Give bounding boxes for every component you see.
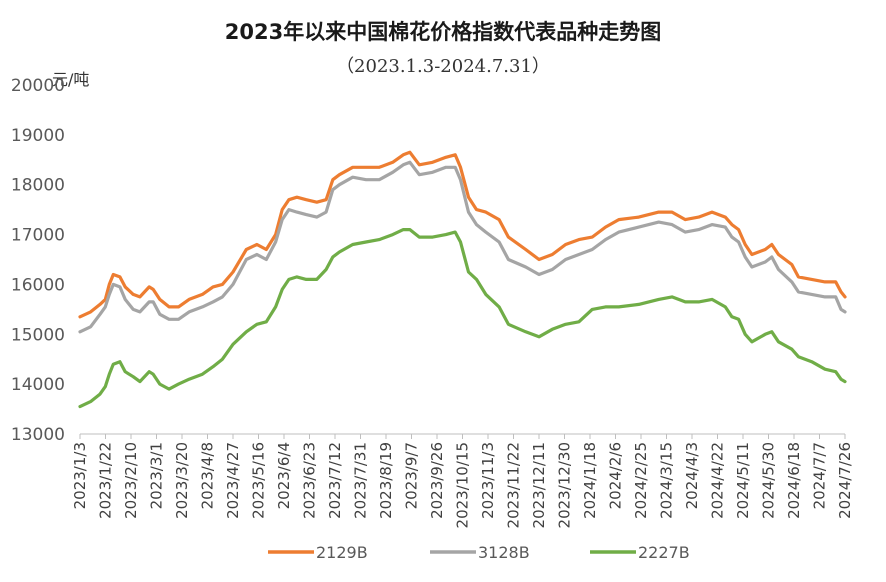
- x-tick-label: 2023/4/27: [224, 442, 242, 519]
- x-tick-label: 2023/6/4: [275, 442, 293, 509]
- x-tick-label: 2023/4/8: [199, 442, 217, 509]
- series-lines: [78, 150, 847, 409]
- x-tick-label: 2024/1/18: [581, 442, 599, 519]
- x-tick-label: 2023/1/3: [71, 442, 89, 509]
- y-tick-label: 14000: [11, 375, 65, 395]
- legend-label-2227B: 2227B: [638, 543, 690, 562]
- x-tick-label: 2023/6/23: [301, 442, 319, 519]
- series-line-2227B: [78, 228, 847, 409]
- y-axis-ticks: 13000 14000 15000 16000 17000 18000 19000 20000: [11, 76, 65, 445]
- y-tick-label: 17000: [11, 226, 65, 246]
- x-tick-label: 2023/1/22: [97, 442, 115, 519]
- x-tick-label: 2023/3/20: [173, 442, 191, 519]
- x-tick-label: 2023/10/15: [454, 442, 472, 528]
- x-tick-label: 2024/4/22: [709, 442, 727, 519]
- x-tick-label: 2024/2/25: [632, 442, 650, 519]
- x-tick-label: 2023/7/12: [326, 442, 344, 519]
- x-tick-label: 2023/11/22: [505, 442, 523, 528]
- y-tick-label: 19000: [11, 126, 65, 146]
- x-tick-label: 2023/8/19: [377, 442, 395, 519]
- chart-subtitle: （2023.1.3-2024.7.31）: [336, 56, 550, 77]
- x-tick-label: 2024/5/11: [734, 442, 752, 519]
- x-tick-label: 2024/7/7: [811, 442, 829, 509]
- y-axis-unit-label: 元/吨: [52, 70, 90, 89]
- y-tick-label: 16000: [11, 275, 65, 295]
- x-tick-label: 2023/11/3: [479, 442, 497, 519]
- x-tick-label: 2024/4/3: [683, 442, 701, 509]
- y-tick-label: 18000: [11, 176, 65, 196]
- series-line-2129B: [78, 150, 847, 319]
- y-tick-label: 15000: [11, 325, 65, 345]
- chart-title: 2023年以来中国棉花价格指数代表品种走势图: [224, 20, 662, 44]
- x-tick-label: 2023/9/7: [403, 442, 421, 509]
- y-tick-label: 20000: [11, 76, 65, 96]
- x-tick-label: 2024/6/18: [785, 442, 803, 519]
- legend: 2129B 3128B 2227B: [268, 543, 690, 562]
- x-tick-label: 2024/5/30: [760, 442, 778, 519]
- x-tick-label: 2023/5/16: [250, 442, 268, 519]
- y-tick-label: 13000: [11, 425, 65, 445]
- x-tick-label: 2024/3/15: [658, 442, 676, 519]
- x-tick-label: 2023/12/11: [530, 442, 548, 528]
- x-tick-label: 2023/9/26: [428, 442, 446, 519]
- x-axis: 2023/1/3 2023/1/22 2023/2/10 2023/3/1 2023/3…: [71, 433, 854, 528]
- legend-label-3128B: 3128B: [478, 543, 530, 562]
- x-tick-label: 2024/2/6: [607, 442, 625, 509]
- x-tick-label: 2023/12/30: [556, 442, 574, 528]
- series-line-3128B: [78, 160, 847, 334]
- x-tick-label: 2023/2/10: [122, 442, 140, 519]
- x-tick-label: 2023/7/31: [352, 442, 370, 519]
- legend-label-2129B: 2129B: [316, 543, 368, 562]
- x-tick-label: 2024/7/26: [836, 442, 854, 519]
- x-tick-label: 2023/3/1: [148, 442, 166, 509]
